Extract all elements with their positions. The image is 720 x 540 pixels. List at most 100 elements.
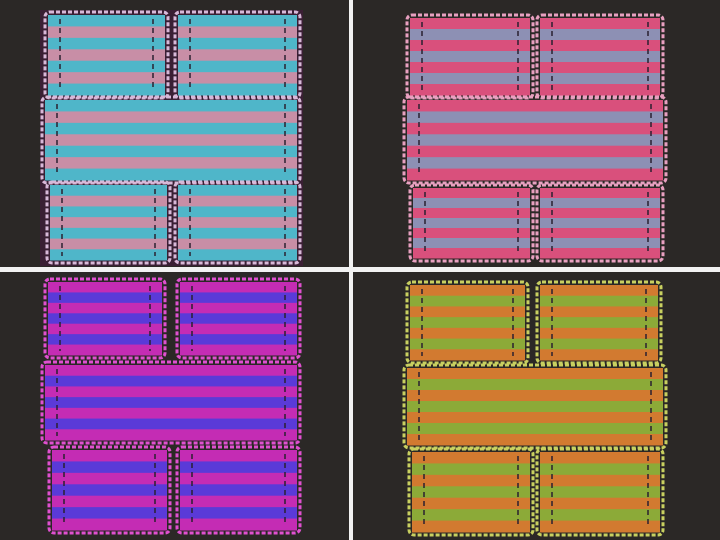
mat-stripe: [412, 509, 530, 522]
mat-edge: [535, 13, 665, 100]
divider-horizontal: [0, 267, 720, 272]
mat-stripe: [540, 486, 660, 499]
mat-stripe: [45, 365, 297, 377]
mat-stripe: [45, 386, 297, 398]
mat-stripe: [540, 248, 660, 259]
mat-stripe: [407, 111, 663, 124]
mat-stripe: [540, 327, 658, 340]
mat-stripe: [48, 83, 165, 96]
mat-stripe: [48, 302, 162, 314]
mat-edge: [173, 180, 302, 265]
mat-stripe: [52, 507, 167, 520]
mat-stripe: [410, 29, 530, 41]
mat-stripe: [48, 323, 162, 335]
mat-stripe: [45, 134, 297, 147]
mat-stripe: [178, 217, 297, 229]
mat-stripe: [180, 313, 297, 325]
mat-stripe: [412, 474, 530, 487]
mat-stripe: [178, 26, 297, 39]
mat-stripe: [540, 51, 660, 63]
mat-stripe: [407, 401, 663, 413]
mat-stripe: [540, 218, 660, 229]
mat-stripe: [540, 295, 658, 307]
mat-stripe: [410, 84, 530, 96]
mat-stripe: [410, 285, 525, 297]
mat-stripe: [540, 198, 660, 209]
mat-stripe: [48, 282, 162, 293]
mat-stripe: [540, 452, 660, 464]
mat-stripe: [540, 208, 660, 219]
mat-edge: [175, 277, 302, 360]
mat-stripe: [52, 461, 167, 474]
mat-edge: [405, 280, 530, 365]
mat-edge: [405, 13, 535, 100]
mat-stripe: [45, 418, 297, 430]
mat-stripe: [45, 157, 297, 170]
mat-stripe: [45, 111, 297, 124]
mat-stripe: [540, 228, 660, 239]
mat-stripe: [180, 472, 297, 485]
mat-stripe: [413, 188, 530, 199]
mat-stripe: [178, 185, 297, 197]
mat-stripe: [50, 249, 167, 261]
mat-stripe: [407, 423, 663, 435]
mat-stripe: [178, 60, 297, 73]
mat-stripe: [48, 37, 165, 50]
mat-edge: [47, 445, 172, 535]
mat-stripe: [180, 334, 297, 346]
mat-edge: [40, 95, 302, 185]
mat-stripe: [45, 375, 297, 387]
mat-stripe: [180, 302, 297, 314]
mat-stripe: [410, 295, 525, 307]
mat-stripe: [50, 227, 167, 240]
mat-stripe: [48, 26, 165, 39]
mat-edge: [408, 183, 535, 263]
mat-stripe: [410, 62, 530, 74]
mat-edge: [173, 10, 302, 100]
mat-stripe: [45, 429, 297, 441]
mat-stripe: [413, 238, 530, 249]
mat-stripe: [180, 507, 297, 520]
mat-stripe: [410, 51, 530, 63]
mat-stripe: [180, 323, 297, 335]
mat-stripe: [50, 195, 167, 207]
mat-stripe: [180, 495, 297, 508]
mat-stripe: [410, 40, 530, 52]
mat-stripe: [540, 306, 658, 318]
mat-stripe: [540, 238, 660, 249]
mat-edge: [402, 95, 668, 185]
mat-stripe: [48, 72, 165, 85]
mat-stripe: [540, 18, 660, 30]
mat-stripe: [178, 49, 297, 62]
mat-stripe: [178, 227, 297, 240]
mat-stripe: [45, 407, 297, 420]
mat-stripe: [180, 461, 297, 474]
mat-stripe: [407, 145, 663, 158]
mat-stripe: [178, 83, 297, 96]
mat-stripe: [52, 450, 167, 462]
mat-stripe: [410, 338, 525, 350]
mat-edge: [402, 363, 668, 450]
mat-stripe: [540, 474, 660, 487]
mat-stripe: [50, 238, 167, 250]
mat-stripe: [407, 379, 663, 391]
mat-stripe: [48, 60, 165, 73]
mat-stripe: [50, 185, 167, 197]
mat-stripe: [50, 206, 167, 218]
mat-stripe: [52, 518, 167, 531]
mat-stripe: [412, 520, 530, 533]
mat-stripe: [45, 145, 297, 158]
mat-stripe: [540, 463, 660, 476]
mat-stripe: [407, 434, 663, 446]
mat-stripe: [178, 15, 297, 27]
mat-stripe: [410, 306, 525, 318]
mat-stripe: [410, 18, 530, 30]
mat-stripe: [410, 327, 525, 340]
mat-stripe: [178, 72, 297, 85]
mat-stripe: [52, 484, 167, 497]
mat-stripe: [540, 285, 658, 297]
mat-edge: [45, 180, 172, 265]
mat-stripe: [180, 450, 297, 462]
